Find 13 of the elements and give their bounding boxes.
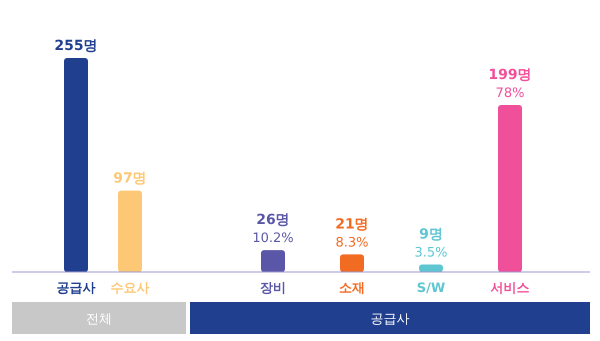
x-tick-label: 장비 [260,281,286,296]
x-tick-label: 수요사 [110,281,150,296]
data-label: 199명 78% [488,66,532,101]
data-label: 9명 3.5% [414,226,448,260]
x-tick-label: 소재 [339,281,365,296]
text: 공급사 [370,312,410,327]
x-tick-label: 서비스 [490,281,530,296]
data-label: 255명 [54,38,98,54]
x-tick-label: S/W [416,281,446,296]
x-tick-label: 공급사 [56,281,96,296]
data-label: 26명 10.2% [252,212,294,246]
data-label: 97명 [113,170,147,187]
data-label: 21명 8.3% [335,216,369,250]
